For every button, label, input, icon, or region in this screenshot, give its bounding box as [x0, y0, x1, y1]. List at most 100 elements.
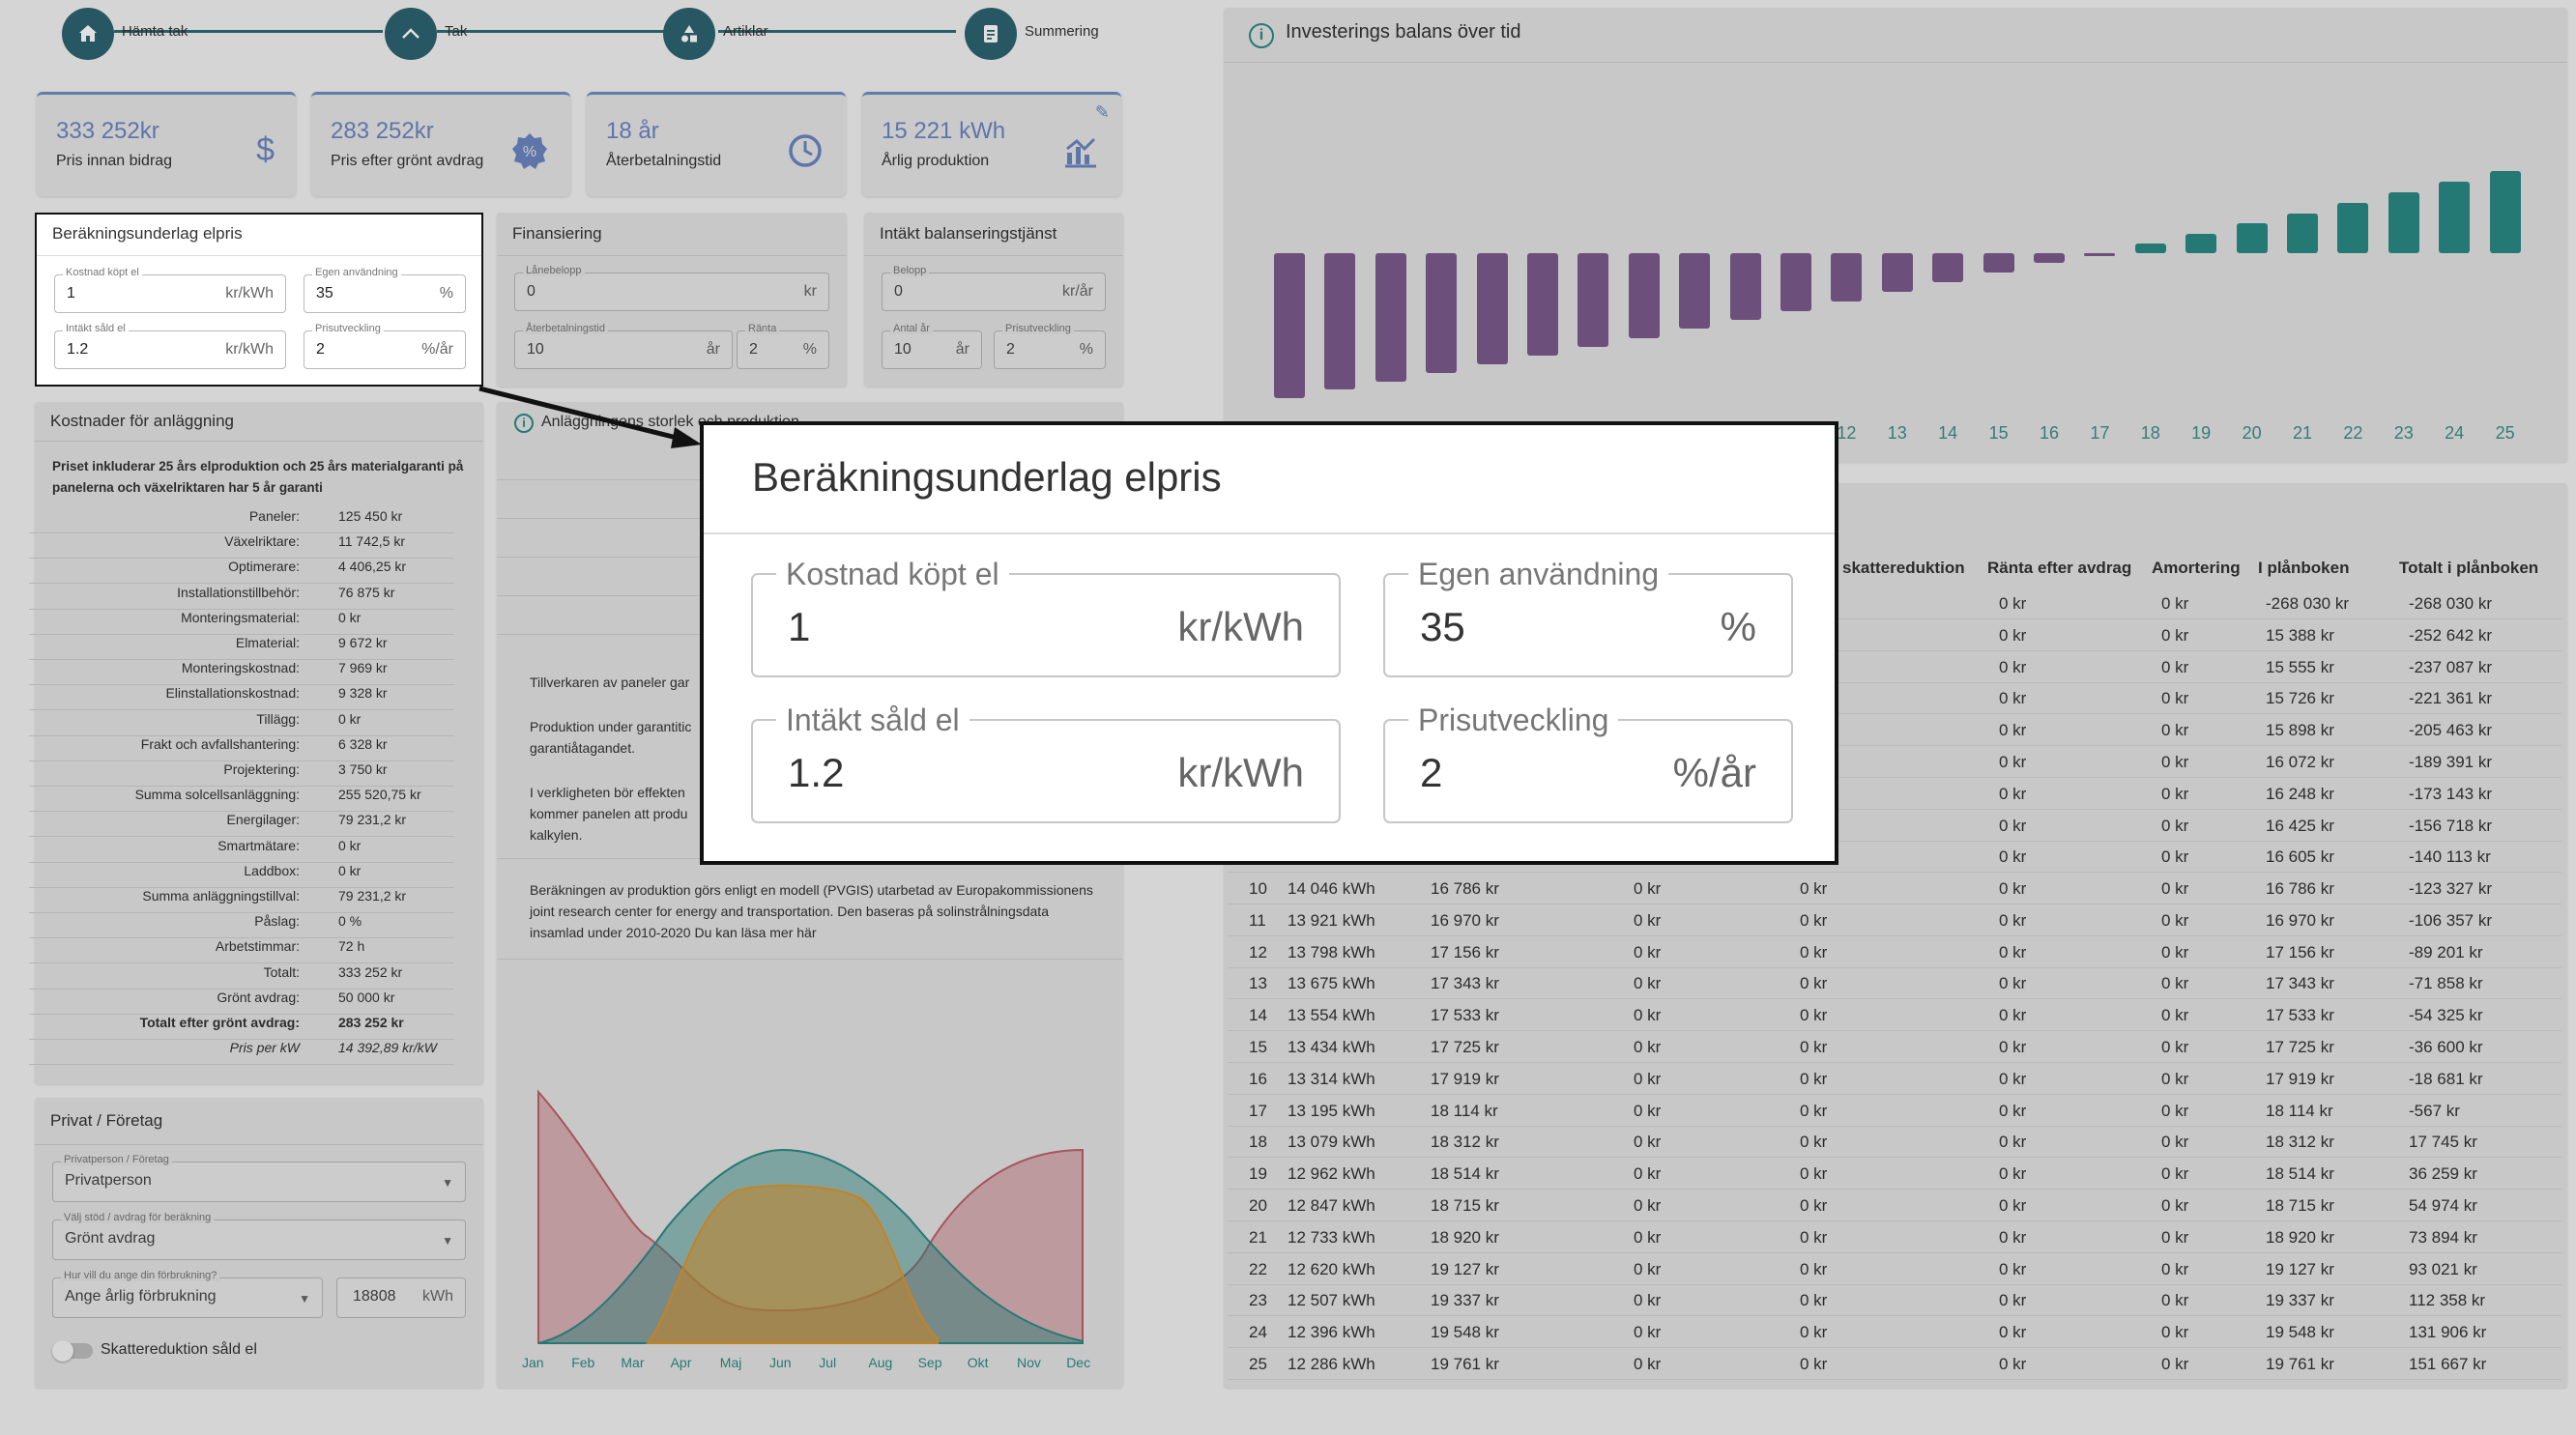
balance-bar[interactable]: [1577, 253, 1609, 347]
balansering-panel: Intäkt balanseringstjänst Belopp 0 kr/år…: [864, 213, 1123, 387]
cost-value: 79 231,2 kr: [338, 888, 407, 904]
shapes-icon[interactable]: [663, 8, 715, 60]
table-cell: 17 156 kr: [1431, 942, 1499, 961]
intakt-sald-el-field[interactable]: Intäkt såld el 1.2 kr/kWh: [54, 323, 286, 369]
balance-bar[interactable]: [2236, 223, 2268, 253]
table-cell: 0 kr: [2161, 1227, 2189, 1247]
table-cell: 0 kr: [1634, 1006, 1662, 1025]
table-cell: 0 kr: [1999, 1259, 2027, 1278]
x-tick-label: 25: [2495, 423, 2515, 443]
stat-card-production: 15 221 kWh Årlig produktion ✎: [862, 92, 1121, 196]
home-icon[interactable]: [62, 8, 114, 60]
balance-bar[interactable]: [1831, 253, 1863, 301]
table-cell: 0 kr: [2161, 625, 2189, 645]
table-cell: 12 286 kWh: [1288, 1355, 1375, 1373]
stod-avdrag-select[interactable]: Välj stöd / avdrag för beräkning Grönt a…: [52, 1212, 466, 1260]
forbrukning-kwh-input[interactable]: 18808 kWh: [336, 1277, 466, 1318]
balance-bar[interactable]: [1426, 253, 1458, 373]
balance-bar[interactable]: [2489, 171, 2521, 253]
field-label: Egen användning: [312, 267, 401, 278]
table-cell: 14 046 kWh: [1288, 879, 1375, 898]
table-cell: 19 761 kr: [2266, 1355, 2334, 1373]
antal-ar-field[interactable]: Antal år 10 år: [882, 323, 982, 369]
field-value: 1.2: [788, 750, 845, 795]
balance-bar[interactable]: [1628, 253, 1660, 338]
balance-bar[interactable]: [2134, 244, 2166, 253]
zoom-intakt-sald-el-field[interactable]: Intäkt såld el 1.2 kr/kWh: [751, 703, 1341, 823]
balance-bar[interactable]: [2388, 192, 2419, 253]
cost-label: Totalt:: [263, 963, 300, 980]
cost-value: 0 kr: [338, 862, 362, 878]
table-cell: 17 725 kr: [1431, 1038, 1499, 1056]
x-tick-label: 23: [2393, 423, 2414, 443]
prisutveckling-field[interactable]: Prisutveckling 2 %/år: [304, 323, 466, 369]
field-unit: år: [706, 341, 720, 358]
roof-icon[interactable]: [385, 8, 437, 60]
kostnad-kopt-el-field[interactable]: Kostnad köpt el 1 kr/kWh: [54, 267, 286, 313]
balance-bar[interactable]: [1375, 253, 1406, 382]
table-cell: 112 358 kr: [2409, 1291, 2486, 1310]
step-label-summering[interactable]: Summering: [1025, 23, 1099, 40]
balance-bar[interactable]: [1324, 253, 1356, 390]
privatperson-select[interactable]: Privatperson / Företag Privatperson ▼: [52, 1154, 466, 1202]
table-cell: 0 kr: [1999, 942, 2027, 961]
table-cell: -89 201 kr: [2409, 942, 2483, 961]
table-cell: 0 kr: [1999, 784, 2027, 803]
zoom-kostnad-kopt-el-field[interactable]: Kostnad köpt el 1 kr/kWh: [751, 557, 1341, 677]
balance-bar[interactable]: [2337, 202, 2369, 253]
step-label-artiklar[interactable]: Artiklar: [723, 23, 768, 40]
balance-bar[interactable]: [1983, 253, 2014, 273]
balance-bar[interactable]: [1679, 253, 1711, 330]
field-label: Ränta: [745, 323, 780, 334]
ranta-field[interactable]: Ränta 2 %: [737, 323, 829, 369]
balance-bar[interactable]: [2185, 233, 2217, 253]
step-label-hamta-tak[interactable]: Hämta tak: [122, 23, 188, 40]
skattereduktion-toggle[interactable]: [52, 1340, 93, 1362]
table-cell: 0 kr: [1999, 1038, 2027, 1056]
edit-icon[interactable]: ✎: [1094, 102, 1110, 122]
balance-bar[interactable]: [1274, 253, 1305, 398]
balance-bar[interactable]: [2439, 182, 2471, 253]
balance-bar[interactable]: [1476, 253, 1508, 364]
cost-label: Smartmätare:: [217, 837, 300, 853]
balance-bar[interactable]: [1729, 253, 1761, 321]
document-icon[interactable]: [965, 8, 1017, 60]
table-cell: 17 533 kr: [2266, 1006, 2334, 1025]
field-unit: %/år: [421, 341, 453, 358]
month-tick-label: Apr: [670, 1355, 692, 1370]
balance-bar[interactable]: [2084, 253, 2116, 256]
table-cell: 0 kr: [1999, 1101, 2027, 1120]
balance-bar[interactable]: [2034, 253, 2065, 264]
egen-anvandning-field[interactable]: Egen användning 35 %: [304, 267, 466, 313]
zoom-egen-anvandning-field[interactable]: Egen användning 35 %: [1383, 557, 1793, 677]
chevron-down-icon: ▼: [442, 1176, 453, 1190]
aterbetalningstid-field[interactable]: Återbetalningstid 10 år: [514, 323, 733, 369]
balance-bar[interactable]: [1932, 253, 1964, 283]
table-cell: 0 kr: [2161, 1006, 2189, 1025]
balans-prisutveckling-field[interactable]: Prisutveckling 2 %: [994, 323, 1106, 369]
forbrukning-select[interactable]: Hur vill du ange din förbrukning? Ange å…: [52, 1270, 323, 1318]
info-icon[interactable]: i: [1249, 23, 1274, 48]
panel-title: Finansiering: [512, 224, 602, 243]
table-row: 10 14 046 kWh 16 786 kr 0 kr 0 kr 0 kr 0 kr 16 …: [1228, 873, 2562, 904]
info-icon[interactable]: i: [514, 414, 534, 433]
zoom-prisutveckling-field[interactable]: Prisutveckling 2 %/år: [1383, 703, 1793, 823]
balance-bar[interactable]: [1780, 253, 1811, 311]
table-cell: -123 327 kr: [2409, 879, 2492, 898]
table-row: 0 kr 0 kr 15 388 kr -252 642 kr: [1228, 619, 2562, 651]
balance-bar[interactable]: [1527, 253, 1558, 356]
field-value: 10: [527, 341, 544, 358]
x-tick-label: 17: [2090, 423, 2110, 443]
pvgis-text: Beräkningen av produktion görs enligt en…: [530, 882, 1093, 940]
balance-bar[interactable]: [1881, 253, 1913, 293]
cost-value: 14 392,89 kr/kW: [338, 1040, 437, 1056]
lanebelopp-field[interactable]: Lånebelopp 0 kr: [514, 265, 829, 311]
table-cell: 0 kr: [2161, 816, 2189, 835]
table-cell: 0 kr: [1800, 1259, 1828, 1278]
cost-value: 72 h: [338, 938, 365, 955]
step-label-tak[interactable]: Tak: [445, 23, 468, 40]
field-unit: %/år: [1672, 750, 1756, 795]
cost-label: Summa anläggningstillval:: [142, 888, 300, 904]
belopp-field[interactable]: Belopp 0 kr/år: [882, 265, 1106, 311]
balance-bar[interactable]: [2287, 213, 2318, 253]
